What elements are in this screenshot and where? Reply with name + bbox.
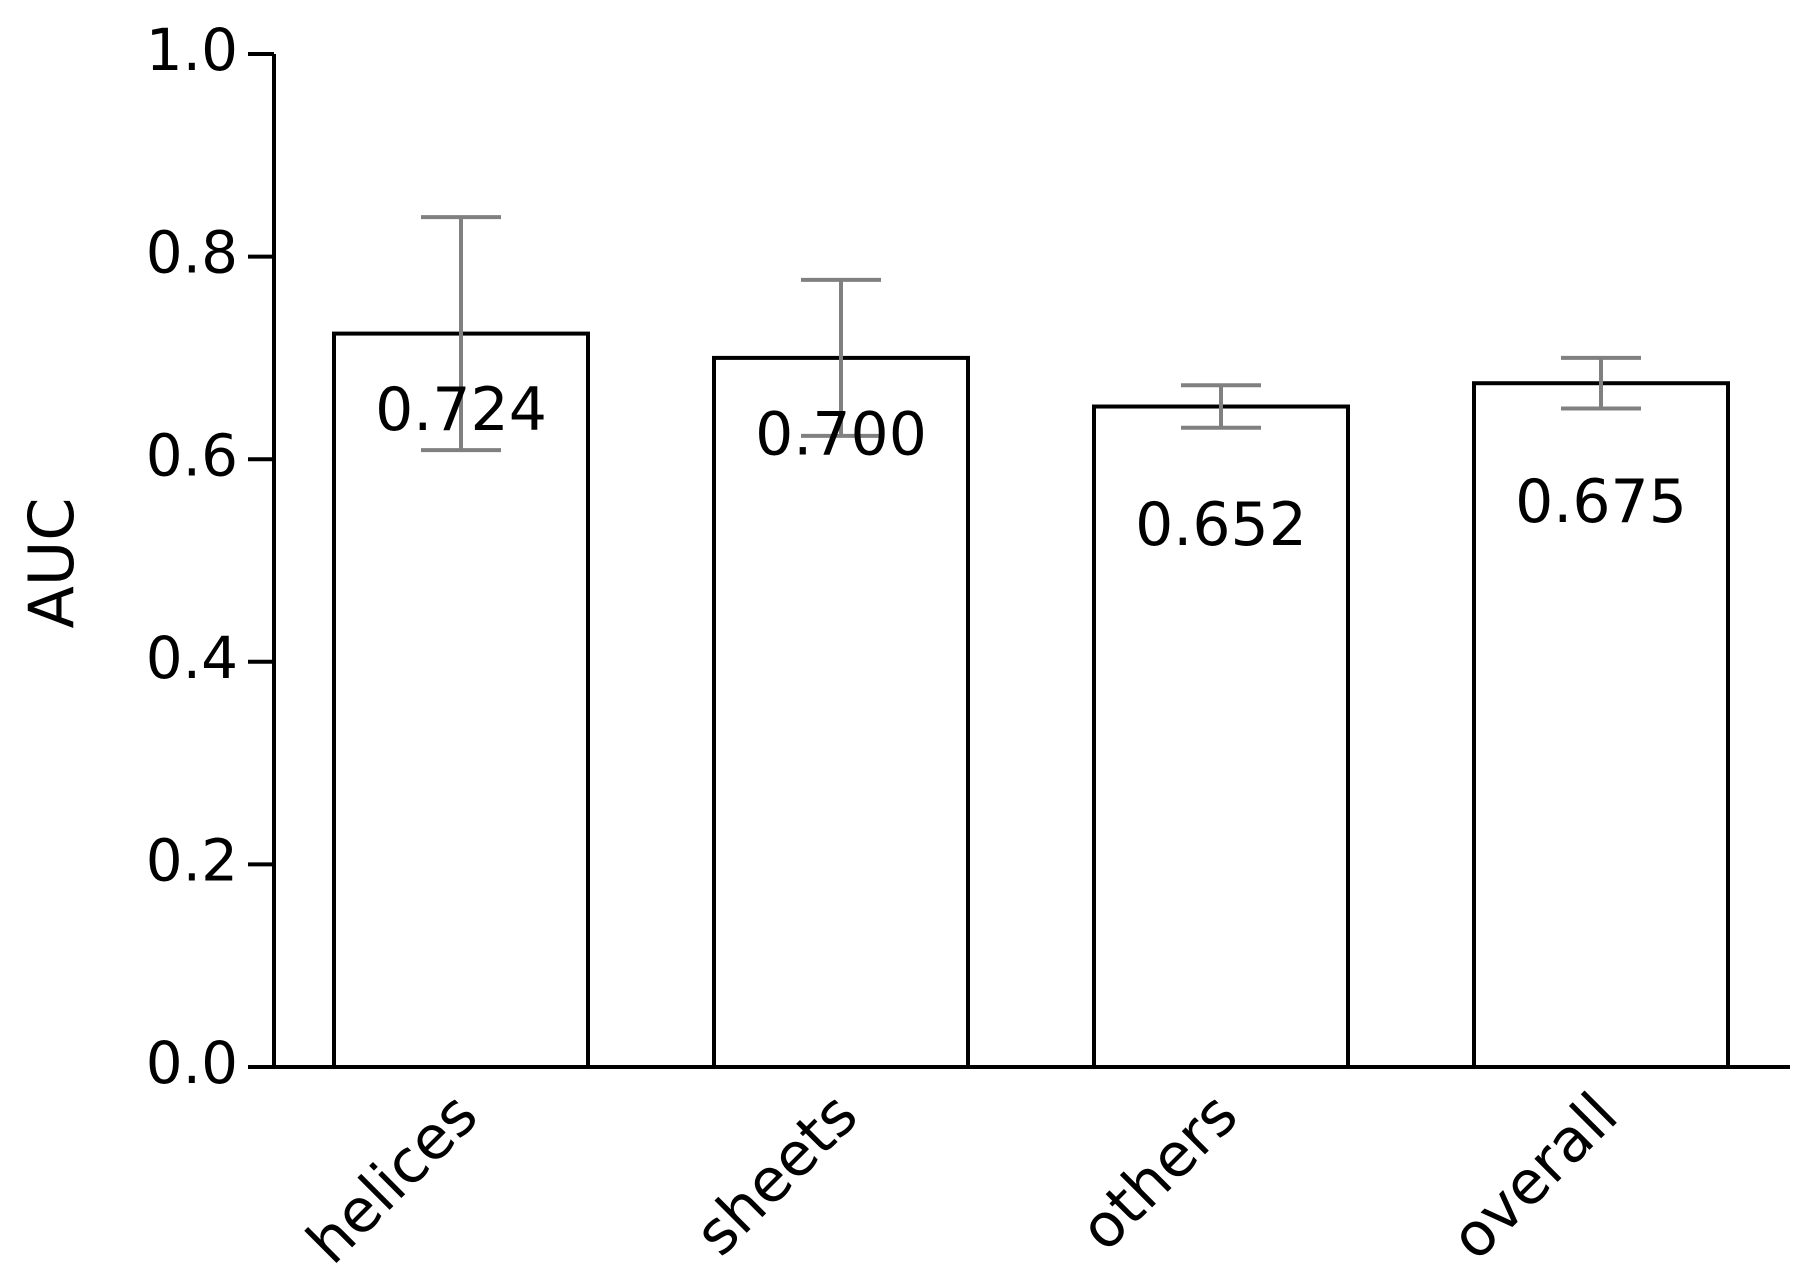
bar (1092, 404, 1350, 1069)
y-tick-label: 0.6 (146, 421, 238, 489)
bar (712, 355, 970, 1069)
value-label: 0.724 (375, 375, 547, 445)
x-tick-label: sheets (682, 1080, 871, 1269)
y-tick-label: 0.0 (146, 1029, 238, 1097)
x-tick-label: overall (1438, 1080, 1632, 1270)
y-tick-label: 0.8 (146, 219, 238, 287)
x-tick-label: helices (294, 1080, 492, 1270)
bar (332, 331, 590, 1069)
value-label: 0.700 (755, 399, 927, 469)
y-tick-label: 1.0 (146, 16, 238, 84)
x-tick-label: others (1067, 1080, 1252, 1265)
y-axis-label: AUC (15, 497, 88, 628)
y-tick-label: 0.4 (146, 624, 238, 692)
value-label: 0.675 (1515, 467, 1687, 537)
bar (1472, 381, 1730, 1070)
value-label: 0.652 (1135, 490, 1307, 560)
y-tick-label: 0.2 (146, 827, 238, 895)
